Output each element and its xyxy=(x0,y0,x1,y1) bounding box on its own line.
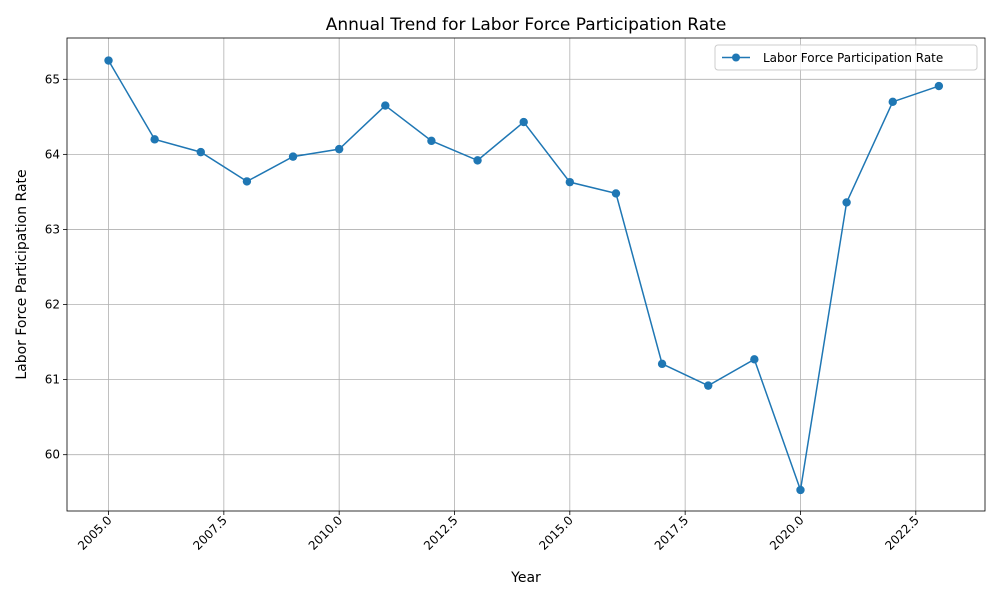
y-tick-label: 62 xyxy=(45,298,60,312)
legend: Labor Force Participation Rate xyxy=(714,44,978,71)
data-point xyxy=(565,177,575,187)
y-tick-label: 64 xyxy=(45,147,60,161)
y-tick-label: 60 xyxy=(45,448,60,462)
grid xyxy=(67,38,985,511)
data-point xyxy=(381,101,390,110)
legend-box xyxy=(714,44,978,71)
data-point xyxy=(750,355,759,364)
data-point xyxy=(242,177,252,186)
x-axis-title: Year xyxy=(510,570,541,586)
data-point xyxy=(104,56,113,65)
data-point xyxy=(150,135,159,144)
data-point xyxy=(196,147,205,157)
y-tick-label: 63 xyxy=(45,222,60,236)
data-point xyxy=(842,198,851,207)
data-point xyxy=(427,136,436,146)
legend-marker-swatch xyxy=(732,53,740,62)
data-point xyxy=(519,117,528,127)
data-point xyxy=(288,152,298,161)
data-point xyxy=(888,97,897,107)
legend-label: Labor Force Participation Rate xyxy=(763,51,943,65)
y-axis-title: Labor Force Participation Rate xyxy=(14,169,30,379)
chart-title: Annual Trend for Labor Force Participati… xyxy=(326,15,727,35)
data-point xyxy=(934,81,944,91)
data-point xyxy=(796,485,805,495)
data-point xyxy=(611,189,621,198)
data-point xyxy=(704,381,713,390)
y-tick-label: 65 xyxy=(45,72,60,86)
data-point xyxy=(657,359,667,369)
plot-frame xyxy=(66,37,986,512)
data-point xyxy=(473,156,482,165)
series-layer xyxy=(104,56,944,495)
data-point xyxy=(334,144,344,154)
y-tick-label: 61 xyxy=(45,373,60,387)
